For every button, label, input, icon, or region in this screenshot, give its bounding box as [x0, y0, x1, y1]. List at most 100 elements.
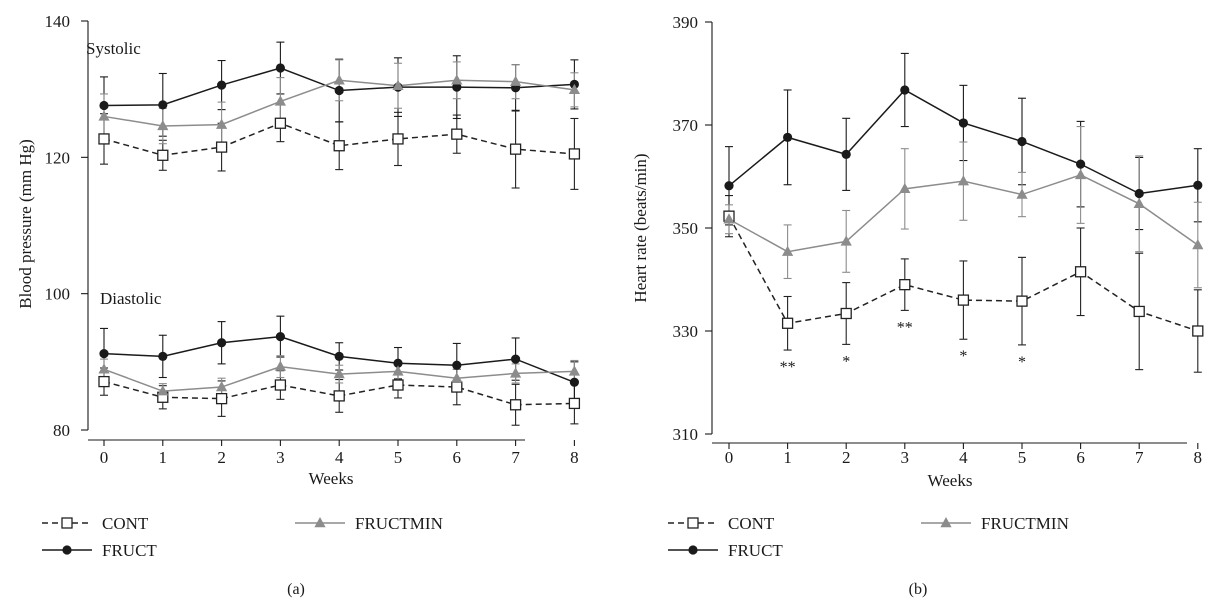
panel-b-legend-item-cont: CONT — [668, 514, 775, 533]
panel-a-cont-diastolic-point — [333, 390, 345, 402]
panel-a-cont-systolic-point — [98, 133, 110, 145]
panel-b-significance-marks: ** **** * — [780, 319, 1026, 376]
panel-b-cont-point — [840, 307, 852, 320]
panel-b-fruct-point — [958, 118, 969, 128]
panel-b-label: (b) — [909, 581, 928, 598]
panel-b-axes: 310 330 350 370 390 0 1 2 3 4 5 6 7 8 — [673, 13, 1203, 467]
panel-a-cont-diastolic-point — [392, 379, 404, 391]
panel-b-fruct-point — [783, 132, 793, 142]
panel-a-fruct-systolic-point — [217, 80, 227, 90]
panel-a-cont-systolic-point — [274, 117, 287, 129]
panel-b-fructmin-point — [723, 213, 735, 224]
panel-a-legend-item-fructmin: FRUCTMIN — [295, 514, 443, 533]
panel-a-x-tick-label: 3 — [276, 448, 285, 467]
panel-b-x-tick-label: 3 — [901, 448, 910, 467]
panel-a-cont-systolic-point — [157, 149, 169, 161]
panel-b-fruct-point — [900, 85, 910, 95]
panel-a-fruct-systolic-point — [158, 100, 168, 110]
panel-b-legend-label-cont: CONT — [728, 514, 775, 533]
panel-b-y-tick-label: 350 — [673, 219, 699, 238]
panel-a-fructmin-diastolic-point — [392, 365, 404, 376]
panel-a-fructmin-systolic-point — [216, 118, 228, 129]
panel-a-label: (a) — [287, 581, 305, 598]
panel-a-y-tick-label: 120 — [45, 148, 71, 167]
panel-a-x-tick-label: 7 — [511, 448, 520, 467]
panel-a-cont-diastolic-series-line — [103, 380, 575, 406]
panel-b-y-tick-label: 330 — [673, 322, 699, 341]
panel-b-x-tick-label: 0 — [725, 448, 734, 467]
panel-b-fruct-point — [1017, 136, 1027, 147]
panel-a-fructmin-systolic-point — [333, 74, 345, 85]
panel-a-fruct-diastolic-point — [158, 351, 168, 361]
panel-b-legend-item-fructmin: FRUCTMIN — [921, 514, 1069, 533]
panel-b-y-axis-label: Heart rate (beats/min) — [631, 153, 650, 302]
panel-a-fructmin-diastolic-point — [274, 360, 286, 371]
panel-a-legend: CONT FRUCTMIN FRUCT — [42, 514, 443, 560]
panel-b-fructmin-point — [1016, 188, 1028, 199]
panel-a-fructmin-diastolic-point — [451, 372, 463, 383]
panel-a-axes: 80 100 120 140 0 1 2 3 4 5 6 7 8 — [45, 12, 579, 467]
panel-a-fructmin-diastolic-point — [216, 381, 228, 392]
panel-b-fruct-point — [724, 181, 734, 191]
panel-b-significance-mark: * — [959, 348, 967, 365]
panel-b-x-tick-label: 4 — [959, 448, 968, 467]
panel-b-data-marks — [723, 52, 1204, 373]
panel-a-x-tick-label: 0 — [100, 448, 109, 467]
panel-a-fruct-diastolic-point — [275, 332, 285, 342]
panel-a-cont-diastolic-point — [568, 397, 581, 410]
panel-a-x-tick-label: 2 — [217, 448, 226, 467]
panel-b-fructmin-point — [1133, 197, 1145, 208]
panel-a-y-tick-label: 80 — [53, 421, 70, 440]
panel-a-fructmin-diastolic-point — [510, 367, 522, 378]
panel-a-cont-systolic-point — [451, 128, 463, 140]
panel-b-fructmin-point — [899, 182, 911, 194]
panel-a-legend-label-fruct: FRUCT — [102, 541, 157, 560]
panel-a-fruct-diastolic-point — [510, 354, 521, 364]
panel-b-fructmin-point — [782, 245, 794, 256]
panel-b-cont-point — [1074, 266, 1087, 278]
panel-a-cont-diastolic-point — [274, 379, 287, 391]
panel-a-fruct-diastolic-point — [569, 377, 580, 387]
panel-a-fruct-diastolic-point — [452, 360, 462, 370]
panel-a-cont-diastolic-point — [509, 399, 522, 411]
panel-a-fructmin-diastolic-point — [157, 385, 169, 396]
panel-b-fruct-point — [1076, 159, 1086, 169]
panel-a-fruct-systolic-point — [334, 85, 344, 96]
panel-b-legend-marker-fruct — [688, 545, 698, 555]
panel-b-fruct-point — [1193, 180, 1203, 190]
panel-a-x-axis-label: Weeks — [309, 469, 354, 488]
panel-b-significance-mark: * — [842, 353, 850, 370]
panel-a-x-tick-label: 8 — [570, 448, 579, 467]
panel-a-cont-systolic-point — [215, 141, 228, 153]
panel-a-legend-label-cont: CONT — [102, 514, 149, 533]
panel-a-x-tick-label: 1 — [159, 448, 168, 467]
panel-b-significance-mark: * — [1018, 354, 1026, 371]
panel-a-x-tick-label: 6 — [453, 448, 462, 467]
panel-a-fruct-diastolic-point — [334, 351, 344, 361]
panel-a-fruct-diastolic-point — [393, 358, 403, 368]
panel-b-legend-marker-fructmin — [940, 517, 952, 528]
panel-a-fruct-systolic-point — [99, 100, 109, 111]
panel-a-fructmin-systolic-point — [98, 110, 110, 121]
panel-b-significance-mark: ** — [897, 319, 913, 336]
panel-b-fructmin-point — [957, 175, 969, 186]
panel-a-legend-marker-fruct — [62, 545, 72, 555]
panel-a-legend-item-cont: CONT — [42, 514, 149, 533]
panel-b-y-tick-label: 310 — [673, 425, 699, 444]
panel-b-fruct-point — [1134, 188, 1144, 199]
panel-a-cont-diastolic-point — [451, 381, 463, 393]
panel-b-legend: CONT FRUCTMIN FRUCT — [668, 514, 1069, 560]
panel-b-fructmin-point — [1075, 168, 1087, 180]
panel-a-diastolic-annotation: Diastolic — [100, 289, 162, 308]
panel-b-cont-point — [899, 278, 911, 291]
panel-b-cont-series-line — [728, 215, 1199, 332]
panel-a-fructmin-systolic-point — [274, 95, 286, 106]
panel-b-x-tick-label: 1 — [783, 448, 792, 467]
panel-a-cont-systolic-point — [392, 133, 404, 145]
panel-b-x-tick-label: 8 — [1194, 448, 1203, 467]
panel-a-cont-systolic-point — [333, 140, 345, 152]
panel-b-cont-point — [1192, 325, 1204, 337]
panel-a-fructmin-diastolic-point — [98, 363, 110, 374]
panel-b-legend-item-fruct: FRUCT — [668, 541, 783, 560]
